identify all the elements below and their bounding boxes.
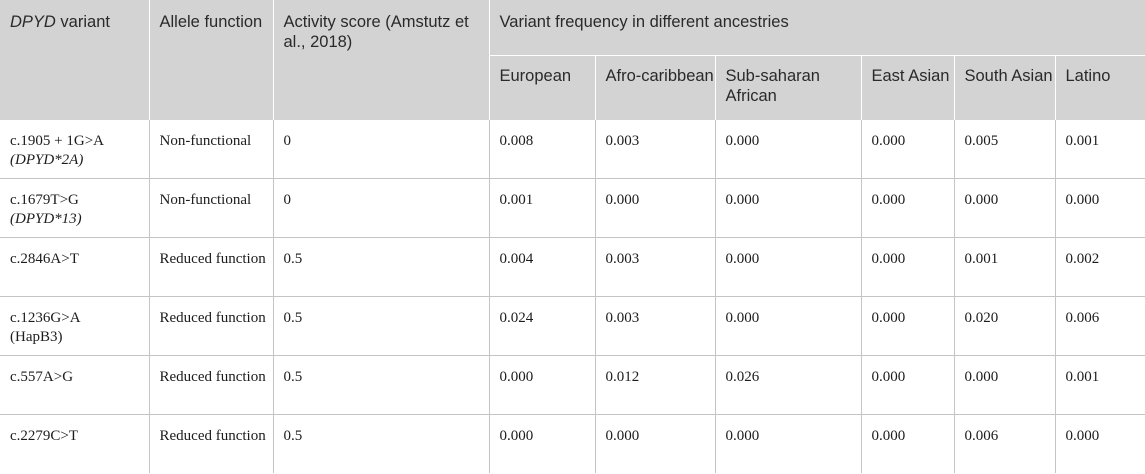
cell-freq-afro-caribbean: 0.003: [595, 237, 716, 297]
header-ancestry-sub-saharan: Sub-saharan African: [715, 55, 862, 120]
cell-freq-east-asian: 0.000: [861, 237, 955, 297]
variant-name: c.1679T>G: [10, 192, 79, 208]
table-row: c.1236G>A (HapB3) Reduced function 0.5 0.…: [0, 296, 1145, 356]
cell-freq-latino: 0.000: [1065, 428, 1100, 444]
cell-variant: c.1236G>A (HapB3): [0, 296, 150, 356]
cell-freq-south-asian: 0.000: [954, 178, 1056, 238]
cell-freq-latino: 0.002: [1055, 237, 1145, 297]
header-ancestry-european: European: [489, 55, 596, 120]
cell-freq-european: 0.004: [489, 237, 596, 297]
cell-freq-afro-caribbean: 0.012: [595, 355, 716, 415]
cell-activity-score: 0.5: [273, 355, 490, 415]
cell-freq-afro-caribbean: 0.003: [595, 296, 716, 356]
table-body: c.1905 + 1G>A (DPYD*2A) Non-functional 0 …: [0, 120, 1145, 473]
cell-freq-european: 0.001: [489, 178, 596, 238]
cell-freq-sub-saharan: 0.026: [715, 355, 862, 415]
cell-variant: c.2279C>T: [0, 414, 150, 473]
cell-freq-sub-saharan: 0.000: [715, 296, 862, 356]
variant-name: c.2279C>T: [10, 428, 79, 444]
table-row: c.2846A>T Reduced function 0.5 0.004 0.0…: [0, 237, 1145, 297]
header-variant: DPYD variant: [0, 0, 150, 120]
cell-freq-latino: 0.001: [1055, 120, 1145, 179]
cell-freq-afro-caribbean: 0.003: [595, 120, 716, 179]
table-row: c.2279C>T Reduced function 0.5 0.000 0.0…: [0, 414, 1145, 473]
cell-allele-function: Reduced function: [149, 355, 274, 415]
cell-freq-south-asian: 0.005: [954, 120, 1056, 179]
cell-freq-latino: 0.006: [1055, 296, 1145, 356]
cell-allele-function: Non-functional: [149, 120, 274, 179]
cell-freq-european: 0.000: [489, 414, 596, 473]
cell-allele-function: Non-functional: [149, 178, 274, 238]
header-frequency-group: Variant frequency in different ancestrie…: [489, 0, 1145, 56]
cell-freq-south-asian: 0.020: [954, 296, 1056, 356]
cell-freq-afro-caribbean: 0.000: [595, 414, 716, 473]
cell-freq-south-asian: 0.001: [954, 237, 1056, 297]
cell-allele-function: Reduced function: [149, 296, 274, 356]
cell-freq-sub-saharan: 0.000: [715, 237, 862, 297]
header-activity-score: Activity score (Amstutz et al., 2018): [273, 0, 490, 120]
header-ancestry-south-asian: South Asian: [954, 55, 1056, 120]
cell-freq-south-asian: 0.000: [954, 355, 1056, 415]
header-allele-function: Allele function: [149, 0, 274, 120]
cell-freq-east-asian: 0.000: [861, 296, 955, 356]
cell-freq-sub-saharan: 0.000: [715, 120, 862, 179]
cell-variant: c.1905 + 1G>A (DPYD*2A): [0, 120, 150, 179]
cell-allele-function: Reduced function: [149, 237, 274, 297]
cell-freq-sub-saharan: 0.000: [715, 178, 862, 238]
cell-freq-east-asian: 0.000: [861, 355, 955, 415]
cell-activity-score: 0: [273, 120, 490, 179]
cell-freq-latino: 0.000: [1055, 178, 1145, 238]
cell-freq-east-asian: 0.000: [861, 178, 955, 238]
header-ancestry-east-asian: East Asian: [861, 55, 955, 120]
cell-activity-score: 0.5: [273, 414, 490, 473]
cell-activity-score: 0.5: [273, 296, 490, 356]
cell-freq-afro-caribbean: 0.000: [595, 178, 716, 238]
cell-variant: c.1679T>G (DPYD*13): [0, 178, 150, 238]
cell-freq-latino: 0.001: [1055, 355, 1145, 415]
variant-alias: (DPYD*13): [10, 211, 82, 227]
cell-freq-east-asian: 0.000: [861, 414, 955, 473]
cell-variant: c.2846A>T: [0, 237, 150, 297]
table-row: c.1905 + 1G>A (DPYD*2A) Non-functional 0 …: [0, 120, 1145, 179]
header-variant-gene: DPYD: [10, 13, 56, 31]
header-variant-rest: variant: [55, 13, 110, 31]
cell-activity-score: 0.5: [273, 237, 490, 297]
cell-freq-european: 0.000: [489, 355, 596, 415]
cell-variant: c.557A>G: [0, 355, 150, 415]
cell-freq-sub-saharan: 0.000: [715, 414, 862, 473]
cell-freq-south-asian: 0.006: [954, 414, 1056, 473]
variant-name: c.557A>G: [10, 369, 74, 385]
table-header: DPYD variant Allele function Activity sc…: [0, 0, 1145, 120]
header-ancestry-afro-caribbean: Afro-caribbean: [595, 55, 716, 120]
variant-alias: (HapB3): [10, 329, 63, 345]
variant-name: c.1236G>A: [10, 310, 81, 326]
variant-name: c.2846A>T: [10, 251, 79, 267]
cell-freq-european: 0.008: [489, 120, 596, 179]
table-row: c.557A>G Reduced function 0.5 0.000 0.01…: [0, 355, 1145, 415]
table-row: c.1679T>G (DPYD*13) Non-functional 0 0.00…: [0, 178, 1145, 238]
cell-activity-score: 0: [273, 178, 490, 238]
cell-allele-function: Reduced function: [149, 414, 274, 473]
variant-alias: (DPYD*2A): [10, 152, 84, 168]
header-ancestry-latino: Latino: [1055, 55, 1145, 120]
variant-name: c.1905 + 1G>A: [10, 133, 104, 149]
cell-freq-east-asian: 0.000: [861, 120, 955, 179]
cell-freq-european: 0.024: [489, 296, 596, 356]
